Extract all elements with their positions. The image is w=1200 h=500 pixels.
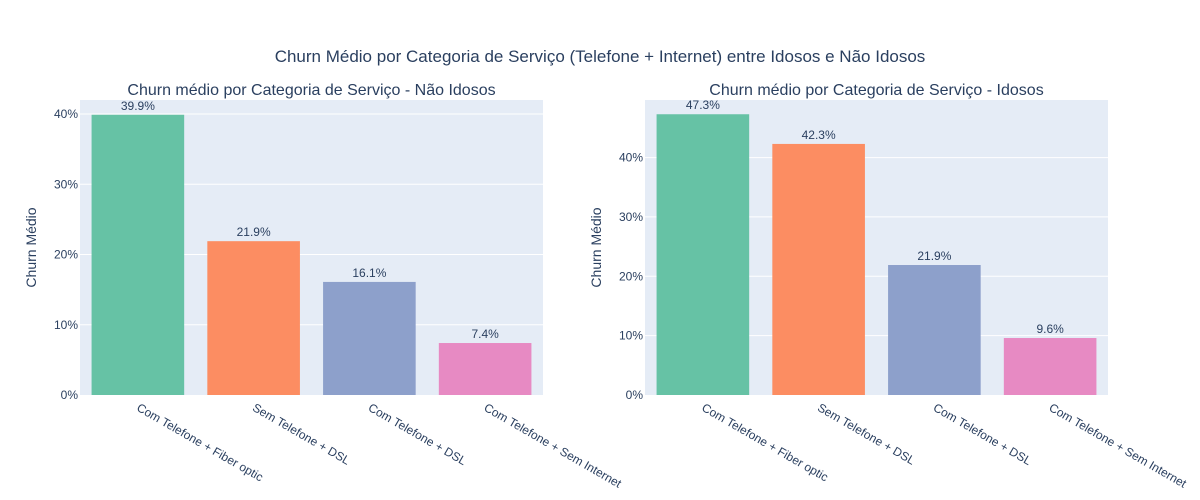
bar[interactable] [888,265,981,395]
y-tick-label: 30% [54,177,78,191]
bar[interactable] [1003,338,1097,395]
y-axis-label: Churn Médio [23,207,39,287]
y-tick-label: 30% [619,210,643,224]
bar[interactable] [323,281,416,395]
x-tick-label: Com Telefone + DSL [931,400,1034,468]
y-tick-label: 10% [54,318,78,332]
y-tick-label: 40% [619,151,643,165]
bar[interactable] [207,241,300,395]
bar-data-label: 7.4% [471,327,499,341]
bar[interactable] [438,343,532,395]
bar[interactable] [91,114,185,395]
y-tick-label: 10% [619,329,643,343]
x-tick-label: Com Telefone + Sem Internet [482,400,625,491]
bar[interactable] [656,114,750,395]
subplot-title: Churn médio por Categoria de Serviço - I… [709,82,1043,99]
y-tick-label: 0% [61,388,79,402]
x-tick-label: Sem Telefone + DSL [815,400,918,467]
bar-data-label: 21.9% [917,249,951,263]
x-tick-label: Com Telefone + Sem Internet [1047,400,1190,491]
bar-data-label: 42.3% [802,128,836,142]
x-tick-label: Com Telefone + Fiber optic [699,400,830,484]
bar[interactable] [772,143,865,395]
subplots: 0% 10% 20% 30% 40% Churn Médio Churn médio por… [23,82,1189,491]
y-tick-label: 20% [619,269,643,283]
bar-data-label: 39.9% [121,99,155,113]
y-tick-label: 0% [626,388,644,402]
y-tick-label: 40% [54,107,78,121]
x-tick-label: Com Telefone + Fiber optic [134,400,265,484]
figure-title: Churn Médio por Categoria de Serviço (Te… [275,47,926,66]
bar-data-label: 47.3% [686,98,720,112]
subplot-nao-idosos: 0% 10% 20% 30% 40% Churn Médio Churn médio por… [23,82,624,491]
x-tick-label: Com Telefone + DSL [366,400,469,468]
bar-data-label: 21.9% [237,225,271,239]
bar-data-label: 16.1% [352,266,386,280]
bar-data-label: 9.6% [1036,322,1064,336]
y-tick-label: 20% [54,248,78,262]
x-tick-label: Sem Telefone + DSL [250,400,353,467]
subplot-idosos: 0% 10% 20% 30% 40% Churn Médio Churn médio por… [588,82,1189,491]
subplot-title: Churn médio por Categoria de Serviço - N… [127,82,495,99]
y-axis-label: Churn Médio [588,207,604,287]
